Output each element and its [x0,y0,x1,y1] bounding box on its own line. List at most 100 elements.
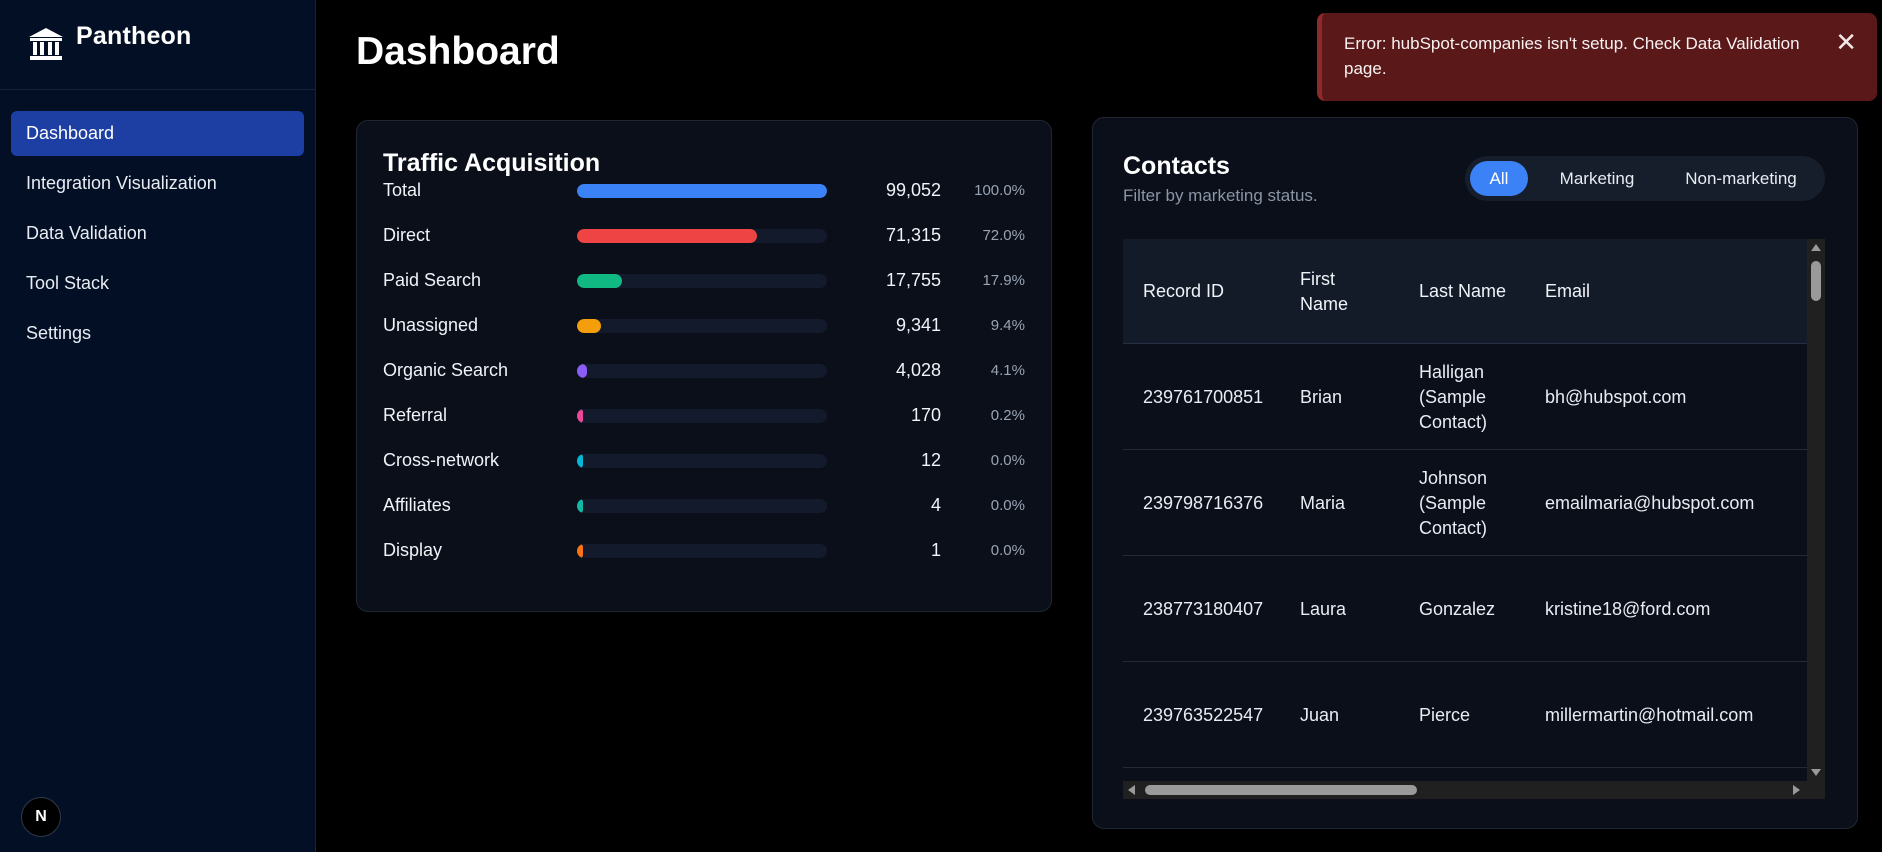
contacts-subtitle: Filter by marketing status. [1123,186,1318,205]
traffic-bar-track [577,544,827,558]
cell-email: millermartin@hotmail.com [1545,704,1754,725]
traffic-acquisition-card: Traffic Acquisition Total 99,052 100.0% Dir… [356,120,1052,612]
traffic-value: 4,028 [895,360,941,380]
cell-last-name: Pierce [1419,704,1471,725]
traffic-bar-fill [577,274,622,288]
table-row[interactable]: 238773180407 Laura Gonzalez kristine18@ford… [1123,556,1807,662]
sidebar-item-data-validation[interactable]: Data Validation [26,223,147,243]
column-header-record-id[interactable]: Record ID [1143,281,1225,301]
toast-message: Error: hubSpot-companies isn't setup. Ch… [1344,34,1800,78]
table-row[interactable]: 239798716376 Maria Johnson (Sample Contact… [1123,450,1807,556]
cell-last-name: Halligan (Sample Contact) [1419,361,1488,432]
traffic-bar-fill [577,364,588,378]
traffic-bar-fill [577,184,827,198]
traffic-percent: 17.9% [982,272,1025,289]
cell-email: emailmaria@hubspot.com [1545,492,1755,513]
traffic-percent: 0.0% [990,452,1025,469]
traffic-row: Paid Search 17,755 17.9% [357,268,1051,294]
traffic-channel-label: Display [383,540,443,560]
traffic-channel-label: Total [383,180,422,200]
sidebar: Pantheon Dashboard Integration Visualizat… [0,0,316,852]
contacts-card: Contacts Filter by marketing status. All… [1092,117,1858,829]
traffic-value: 12 [920,450,941,470]
cell-record-id: 239763522547 [1143,704,1264,725]
cell-last-name: Gonzalez [1419,598,1496,619]
sidebar-item-dashboard[interactable]: Dashboard [11,111,304,156]
column-header-first-name[interactable]: First Name [1300,268,1349,314]
traffic-row: Organic Search 4,028 4.1% [357,358,1051,384]
traffic-channel-label: Referral [383,405,448,425]
table-row[interactable]: 239761700851 Brian Halligan (Sample Contac… [1123,344,1807,450]
close-icon[interactable]: ✕ [1835,27,1857,57]
filter-marketing-button[interactable]: Marketing [1559,168,1635,188]
scroll-up-arrow-icon[interactable] [1811,244,1821,251]
traffic-row: Unassigned 9,341 9.4% [357,313,1051,339]
traffic-bar-track [577,319,827,333]
traffic-bar-track [577,409,827,423]
cell-email: kristine18@ford.com [1545,598,1711,619]
app-name: Pantheon [76,22,192,50]
traffic-row: Direct 71,315 72.0% [357,223,1051,249]
filter-all-button[interactable]: All [1470,161,1528,196]
cell-record-id: 238773180407 [1143,598,1264,619]
vertical-scroll-thumb[interactable] [1811,261,1821,301]
sidebar-item-integration-visualization[interactable]: Integration Visualization [26,173,217,193]
traffic-bar-fill [577,454,583,468]
horizontal-scrollbar[interactable] [1123,781,1825,799]
page-title: Dashboard [356,30,560,73]
traffic-row: Referral 170 0.2% [357,403,1051,429]
contacts-table: Record ID First Name Last Name Email 239761… [1123,239,1825,799]
sidebar-item-tool-stack[interactable]: Tool Stack [26,273,110,293]
traffic-row: Cross-network 12 0.0% [357,448,1051,474]
vertical-scrollbar[interactable] [1807,239,1825,781]
horizontal-scroll-thumb[interactable] [1145,785,1417,795]
traffic-channel-label: Direct [383,225,431,245]
traffic-bar-fill [577,499,583,513]
traffic-channel-label: Paid Search [383,270,482,290]
traffic-channel-label: Affiliates [383,495,451,515]
traffic-value: 99,052 [885,180,941,200]
scroll-right-arrow-icon[interactable] [1793,785,1800,795]
table-row[interactable]: 239763522547 Juan Pierce millermartin@hotma… [1123,662,1807,768]
traffic-bar-fill [577,229,757,243]
filter-non-marketing-button[interactable]: Non-marketing [1685,168,1797,188]
traffic-bar-fill [577,409,583,423]
traffic-percent: 4.1% [990,362,1025,379]
traffic-bar-track [577,184,827,198]
traffic-bar-track [577,274,827,288]
brand[interactable]: Pantheon [0,0,315,90]
column-header-last-name[interactable]: Last Name [1419,281,1507,301]
cell-first-name: Laura [1300,598,1347,619]
traffic-percent: 72.0% [982,227,1025,244]
scroll-down-arrow-icon[interactable] [1811,769,1821,776]
traffic-channel-label: Organic Search [383,360,509,380]
table-header: Record ID First Name Last Name Email [1123,239,1807,344]
sidebar-item-settings[interactable]: Settings [26,323,92,343]
traffic-bar-fill [577,319,601,333]
traffic-bar-track [577,499,827,513]
traffic-value: 71,315 [885,225,941,245]
traffic-channel-label: Unassigned [383,315,479,335]
traffic-row: Display 1 0.0% [357,538,1051,564]
contacts-title: Contacts [1123,152,1230,180]
traffic-percent: 0.0% [990,542,1025,559]
scroll-left-arrow-icon[interactable] [1128,785,1135,795]
cell-email: bh@hubspot.com [1545,386,1687,407]
traffic-channel-label: Cross-network [383,450,500,470]
traffic-bar-fill [577,544,583,558]
column-header-email[interactable]: Email [1545,281,1591,301]
sidebar-nav: Dashboard Integration Visualization Data V… [0,90,315,356]
cell-first-name: Juan [1300,704,1340,725]
traffic-row: Total 99,052 100.0% [357,178,1051,204]
traffic-percent: 9.4% [990,317,1025,334]
error-toast: Error: hubSpot-companies isn't setup. Ch… [1317,13,1877,101]
traffic-percent: 0.0% [990,497,1025,514]
traffic-title: Traffic Acquisition [383,149,601,177]
dev-badge[interactable]: N [21,797,61,837]
traffic-bar-track [577,364,827,378]
cell-record-id: 239761700851 [1143,386,1264,407]
traffic-row: Affiliates 4 0.0% [357,493,1051,519]
cell-record-id: 239798716376 [1143,492,1264,513]
cell-last-name: Johnson (Sample Contact) [1419,467,1488,538]
bank-building-icon [29,27,63,60]
